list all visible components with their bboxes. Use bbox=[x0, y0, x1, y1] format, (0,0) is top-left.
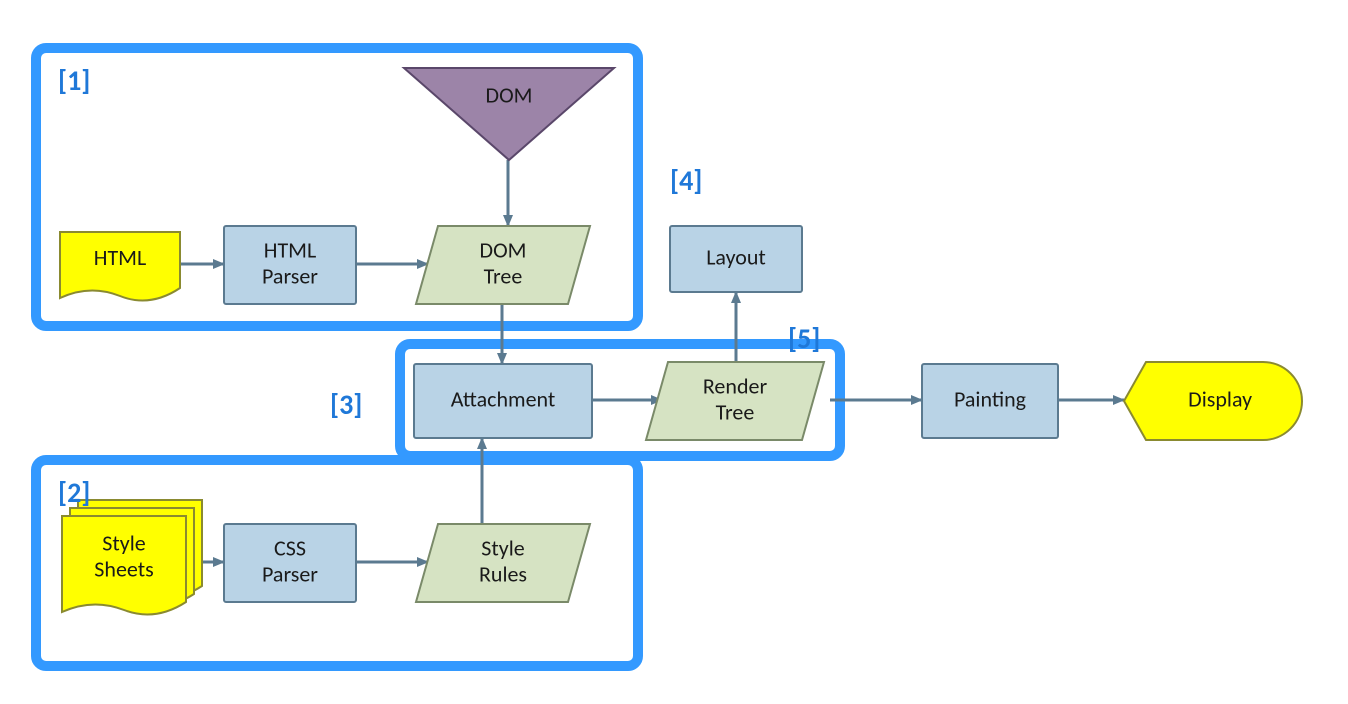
svg-text:Attachment: Attachment bbox=[451, 385, 556, 412]
svg-text:Tree: Tree bbox=[484, 262, 523, 289]
svg-text:Sheets: Sheets bbox=[94, 555, 153, 582]
group-label-g3: [3] bbox=[330, 387, 362, 422]
svg-text:Layout: Layout bbox=[706, 243, 766, 270]
node-label-dom_tri: DOM bbox=[486, 82, 533, 109]
svg-text:DOM: DOM bbox=[486, 82, 533, 109]
svg-text:Parser: Parser bbox=[262, 262, 318, 289]
node-label-attachment: Attachment bbox=[451, 385, 556, 412]
node-label-style_rules: StyleRules bbox=[479, 534, 527, 587]
svg-text:Display: Display bbox=[1188, 385, 1252, 412]
flowchart-canvas: HTMLHTMLParserDOMTreeDOMStyleSheetsCSSPa… bbox=[0, 0, 1348, 704]
svg-text:DOM: DOM bbox=[480, 236, 527, 263]
node-label-painting: Painting bbox=[954, 385, 1026, 412]
svg-text:CSS: CSS bbox=[274, 534, 306, 561]
svg-text:Render: Render bbox=[703, 372, 768, 399]
node-label-style_docs: StyleSheets bbox=[94, 529, 153, 582]
svg-text:Rules: Rules bbox=[479, 560, 527, 587]
group-label-g4: [4] bbox=[670, 163, 702, 198]
svg-text:Style: Style bbox=[481, 534, 524, 561]
node-label-layout: Layout bbox=[706, 243, 766, 270]
svg-text:HTML: HTML bbox=[94, 244, 147, 271]
svg-text:Style: Style bbox=[102, 529, 145, 556]
node-label-html_parser: HTMLParser bbox=[262, 236, 318, 289]
group-label-g5: [5] bbox=[788, 321, 820, 356]
group-label-g2: [2] bbox=[58, 475, 90, 510]
svg-text:HTML: HTML bbox=[264, 236, 317, 263]
node-label-dom_tree: DOMTree bbox=[480, 236, 527, 289]
svg-text:Parser: Parser bbox=[262, 560, 318, 587]
svg-text:Tree: Tree bbox=[716, 398, 755, 425]
node-label-html_doc: HTML bbox=[94, 244, 147, 271]
node-label-display: Display bbox=[1188, 385, 1252, 412]
group-label-g1: [1] bbox=[58, 63, 90, 98]
svg-text:Painting: Painting bbox=[954, 385, 1026, 412]
